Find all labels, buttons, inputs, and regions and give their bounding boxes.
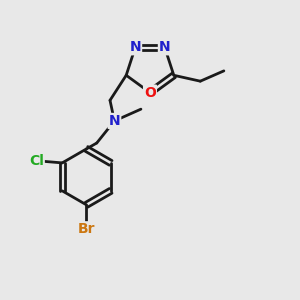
Text: N: N [159, 40, 170, 54]
Text: Br: Br [78, 222, 95, 236]
Text: Cl: Cl [29, 154, 44, 168]
Text: N: N [109, 114, 120, 128]
Text: N: N [130, 40, 141, 54]
Text: O: O [144, 85, 156, 100]
